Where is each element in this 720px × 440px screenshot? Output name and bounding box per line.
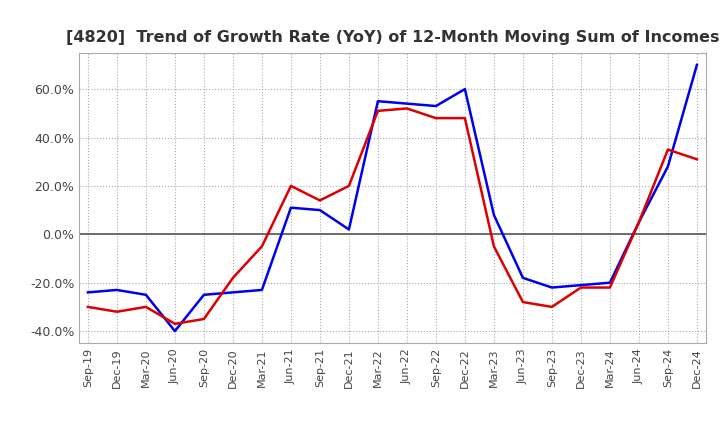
Ordinary Income Growth Rate bbox=[258, 287, 266, 293]
Net Income Growth Rate bbox=[431, 115, 440, 121]
Ordinary Income Growth Rate bbox=[345, 227, 354, 232]
Line: Net Income Growth Rate: Net Income Growth Rate bbox=[88, 108, 697, 324]
Net Income Growth Rate bbox=[84, 304, 92, 310]
Net Income Growth Rate bbox=[490, 244, 498, 249]
Ordinary Income Growth Rate bbox=[518, 275, 527, 281]
Ordinary Income Growth Rate bbox=[171, 328, 179, 334]
Ordinary Income Growth Rate bbox=[402, 101, 411, 106]
Net Income Growth Rate bbox=[664, 147, 672, 152]
Ordinary Income Growth Rate bbox=[490, 213, 498, 218]
Ordinary Income Growth Rate bbox=[693, 62, 701, 67]
Net Income Growth Rate bbox=[345, 183, 354, 188]
Net Income Growth Rate bbox=[577, 285, 585, 290]
Net Income Growth Rate bbox=[518, 299, 527, 304]
Ordinary Income Growth Rate bbox=[577, 282, 585, 288]
Ordinary Income Growth Rate bbox=[84, 290, 92, 295]
Net Income Growth Rate bbox=[171, 321, 179, 326]
Net Income Growth Rate bbox=[199, 316, 208, 322]
Net Income Growth Rate bbox=[142, 304, 150, 310]
Net Income Growth Rate bbox=[374, 108, 382, 114]
Ordinary Income Growth Rate bbox=[228, 290, 237, 295]
Ordinary Income Growth Rate bbox=[315, 208, 324, 213]
Net Income Growth Rate bbox=[693, 157, 701, 162]
Ordinary Income Growth Rate bbox=[634, 220, 643, 225]
Net Income Growth Rate bbox=[228, 275, 237, 281]
Net Income Growth Rate bbox=[112, 309, 121, 314]
Net Income Growth Rate bbox=[287, 183, 295, 188]
Line: Ordinary Income Growth Rate: Ordinary Income Growth Rate bbox=[88, 65, 697, 331]
Ordinary Income Growth Rate bbox=[606, 280, 614, 286]
Ordinary Income Growth Rate bbox=[142, 292, 150, 297]
Net Income Growth Rate bbox=[315, 198, 324, 203]
Net Income Growth Rate bbox=[606, 285, 614, 290]
Ordinary Income Growth Rate bbox=[287, 205, 295, 210]
Net Income Growth Rate bbox=[634, 220, 643, 225]
Ordinary Income Growth Rate bbox=[199, 292, 208, 297]
Net Income Growth Rate bbox=[402, 106, 411, 111]
Net Income Growth Rate bbox=[258, 244, 266, 249]
Ordinary Income Growth Rate bbox=[112, 287, 121, 293]
Title: [4820]  Trend of Growth Rate (YoY) of 12-Month Moving Sum of Incomes: [4820] Trend of Growth Rate (YoY) of 12-… bbox=[66, 29, 719, 45]
Ordinary Income Growth Rate bbox=[548, 285, 557, 290]
Ordinary Income Growth Rate bbox=[664, 164, 672, 169]
Ordinary Income Growth Rate bbox=[374, 99, 382, 104]
Ordinary Income Growth Rate bbox=[431, 103, 440, 109]
Net Income Growth Rate bbox=[548, 304, 557, 310]
Ordinary Income Growth Rate bbox=[461, 87, 469, 92]
Net Income Growth Rate bbox=[461, 115, 469, 121]
